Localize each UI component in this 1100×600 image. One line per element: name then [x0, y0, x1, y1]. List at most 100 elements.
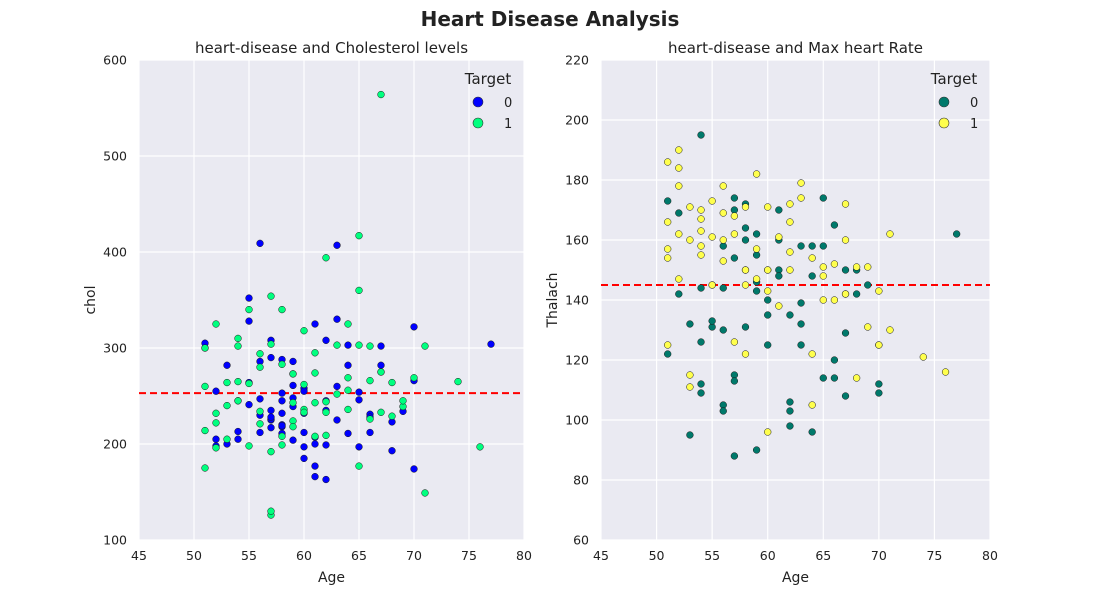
x-tick-label: 50	[186, 548, 202, 563]
scatter-point-target-0	[278, 389, 286, 397]
points-max-heart-rate	[664, 131, 961, 460]
x-tick-label: 80	[516, 548, 532, 563]
scatter-point-target-0	[289, 357, 297, 366]
scatter-point-target-1	[752, 245, 761, 253]
scatter-point-target-0	[322, 475, 330, 484]
scatter-point-target-0	[267, 406, 275, 415]
scatter-point-target-1	[300, 408, 308, 416]
x-tick-label: 65	[351, 548, 367, 563]
scatter-point-target-1	[830, 260, 839, 268]
scatter-point-target-0	[664, 350, 672, 358]
scatter-point-target-1	[819, 272, 827, 280]
y-tick-label: 60	[573, 533, 589, 548]
scatter-point-target-0	[256, 239, 264, 248]
scatter-point-target-0	[322, 336, 330, 344]
scatter-point-target-0	[311, 320, 319, 328]
legend-max-heart-rate: Target 0 1	[930, 70, 978, 132]
x-tick-label: 70	[406, 548, 422, 563]
legend-marker-cholesterol-1	[472, 117, 484, 129]
scatter-point-target-0	[377, 361, 385, 369]
scatter-point-target-1	[289, 399, 297, 407]
scatter-point-target-1	[234, 377, 242, 386]
scatter-point-target-0	[333, 315, 341, 323]
y-tick-label: 180	[565, 173, 589, 188]
scatter-point-target-1	[730, 338, 739, 346]
scatter-point-target-1	[278, 360, 286, 368]
subplot-title-max-heart-rate: heart-disease and Max heart Rate	[668, 39, 923, 57]
scatter-point-target-0	[752, 287, 761, 295]
scatter-point-target-1	[686, 383, 694, 391]
scatter-point-target-0	[797, 242, 805, 250]
scatter-point-target-1	[830, 296, 839, 304]
scatter-point-target-1	[675, 182, 683, 190]
scatter-point-target-1	[841, 290, 850, 298]
subplot-cholesterol: 45 50 55 60 65 70 75 80 100 200 300 400 500 600 hear…	[83, 39, 532, 586]
scatter-point-target-0	[311, 462, 319, 470]
scatter-point-target-1	[841, 200, 850, 208]
scatter-point-target-1	[278, 441, 286, 449]
scatter-point-target-1	[741, 350, 750, 358]
scatter-point-target-1	[875, 341, 883, 349]
gridlines-max-heart-rate	[600, 59, 991, 541]
scatter-point-target-0	[245, 400, 253, 409]
scatter-point-target-0	[377, 342, 385, 350]
y-tick-label: 200	[565, 113, 589, 128]
scatter-point-target-1	[410, 374, 418, 382]
scatter-point-target-1	[841, 236, 850, 244]
scatter-point-target-0	[741, 224, 750, 232]
scatter-point-target-1	[864, 263, 872, 271]
scatter-point-target-0	[697, 338, 705, 346]
scatter-point-target-1	[388, 378, 396, 387]
scatter-point-target-1	[399, 397, 407, 405]
scatter-point-target-0	[708, 317, 716, 325]
scatter-point-target-0	[741, 236, 750, 244]
scatter-point-target-1	[875, 287, 883, 295]
y-tick-label: 220	[565, 53, 589, 68]
scatter-point-target-0	[786, 422, 794, 430]
scatter-point-target-1	[223, 378, 231, 387]
scatter-point-target-1	[212, 320, 220, 328]
scatter-point-target-1	[267, 340, 275, 348]
scatter-point-target-0	[819, 242, 827, 250]
scatter-point-target-1	[355, 286, 363, 295]
scatter-point-target-0	[267, 353, 275, 362]
legend-marker-max-heart-rate-0	[938, 96, 950, 108]
scatter-point-target-1	[245, 442, 253, 450]
scatter-point-target-0	[410, 465, 418, 473]
scatter-point-target-0	[256, 395, 264, 403]
scatter-point-target-1	[245, 379, 253, 388]
subplot-title-cholesterol: heart-disease and Cholesterol levels	[195, 39, 468, 57]
scatter-point-target-0	[808, 272, 816, 280]
scatter-point-target-0	[719, 407, 727, 415]
scatter-point-target-1	[775, 302, 783, 310]
scatter-point-target-0	[267, 413, 275, 421]
scatter-point-target-0	[852, 290, 861, 298]
scatter-point-target-0	[786, 407, 794, 415]
scatter-point-target-0	[808, 428, 816, 436]
scatter-point-target-1	[234, 342, 242, 350]
scatter-point-target-1	[234, 334, 242, 343]
y-ticks-cholesterol: 100 200 300 400 500 600	[103, 53, 127, 548]
scatter-point-target-0	[355, 443, 363, 451]
scatter-point-target-1	[388, 412, 396, 420]
scatter-point-target-0	[300, 454, 308, 463]
scatter-point-target-1	[476, 443, 484, 451]
y-axis-label-max-heart-rate: Thalach	[545, 272, 561, 328]
scatter-point-target-0	[675, 209, 683, 217]
legend-cholesterol: Target 0 1	[464, 70, 512, 132]
scatter-point-target-1	[819, 296, 827, 304]
scatter-point-target-1	[311, 349, 319, 357]
scatter-point-target-0	[212, 435, 220, 443]
points-cholesterol	[201, 90, 495, 519]
scatter-point-target-1	[730, 230, 739, 238]
x-tick-label: 70	[871, 548, 887, 563]
scatter-point-target-1	[719, 236, 727, 244]
scatter-point-target-1	[808, 401, 816, 409]
subplot-max-heart-rate: 45 50 55 60 65 70 75 80 60 80 100 120 140 160 180 200 2…	[545, 39, 998, 586]
scatter-point-target-1	[322, 398, 330, 406]
scatter-point-target-0	[344, 341, 352, 349]
legend-label-max-heart-rate-1: 1	[970, 117, 978, 132]
scatter-point-target-0	[234, 427, 242, 436]
scatter-point-target-0	[664, 197, 672, 205]
